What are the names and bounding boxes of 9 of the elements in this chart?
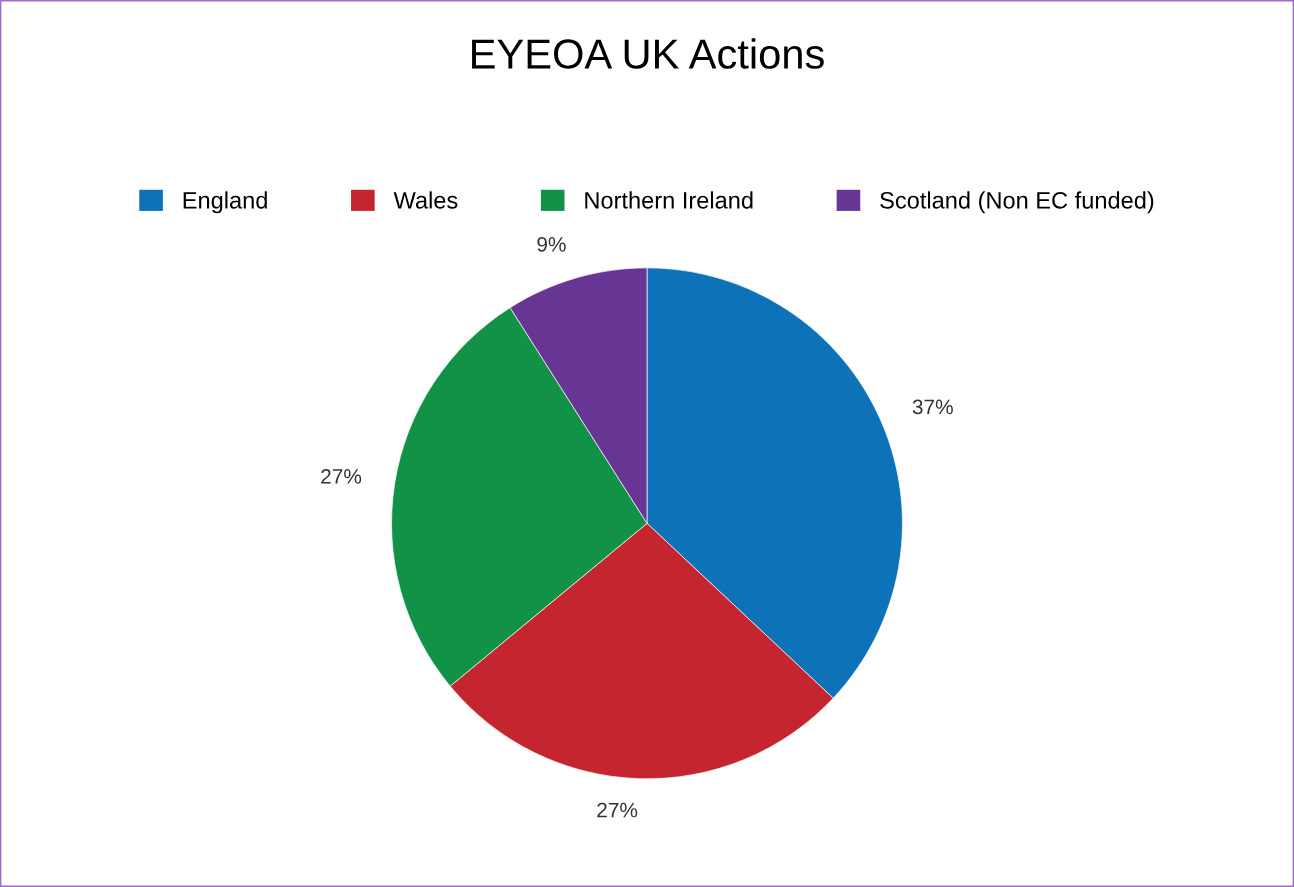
- data-label: 9%: [537, 236, 566, 252]
- legend-label: Scotland (Non EC funded): [880, 191, 1154, 214]
- data-label: 27%: [321, 469, 362, 484]
- data-label: 37%: [912, 399, 953, 415]
- data-label: 27%: [597, 802, 638, 818]
- legend-label: Northern Ireland: [585, 191, 753, 209]
- legend-label: England: [183, 191, 267, 214]
- legend-label: Wales: [393, 191, 458, 209]
- chart-title: EYEOA UK Actions: [472, 38, 824, 69]
